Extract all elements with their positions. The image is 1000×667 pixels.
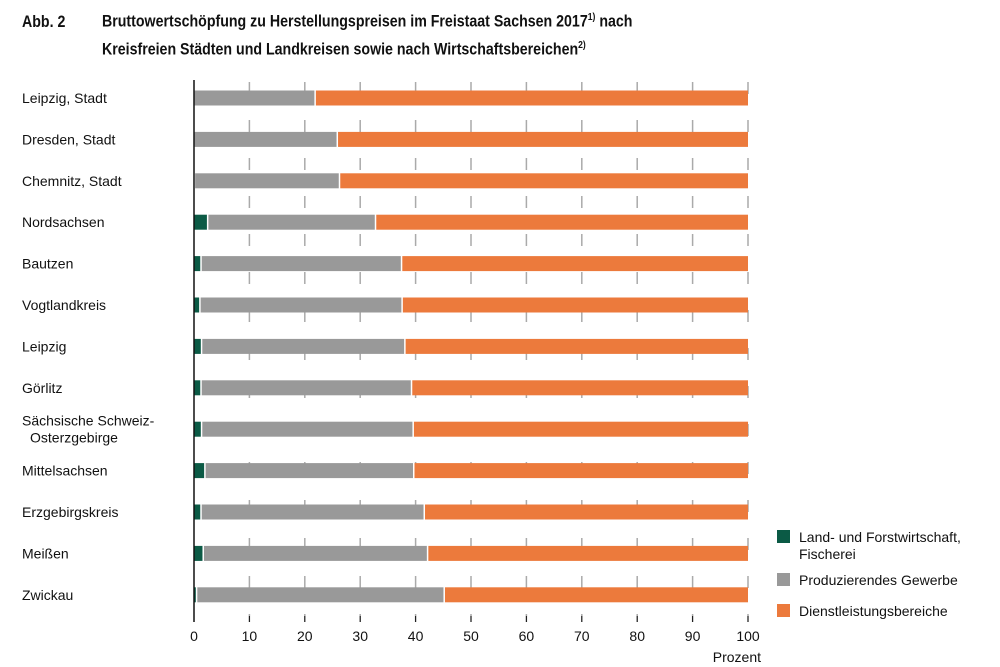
- bar-segment: [194, 90, 315, 106]
- bar-segment: [194, 131, 337, 147]
- bar-segment: [194, 504, 201, 520]
- x-tick-label: 40: [408, 628, 424, 644]
- x-tick-label: 80: [629, 628, 645, 644]
- bar-segment: [194, 214, 207, 230]
- bar-segment: [200, 297, 402, 313]
- bar-segment: [412, 380, 748, 396]
- legend-swatch: [777, 604, 790, 617]
- bar-segment: [205, 463, 413, 479]
- bar-segment: [402, 297, 748, 313]
- chart-title: Abb. 2 Bruttowertschöpfung zu Herstellung…: [22, 6, 632, 61]
- title-line1: Bruttowertschöpfung zu Herstellungspreis…: [101, 12, 588, 31]
- x-tick-label: 60: [519, 628, 535, 644]
- category-label: Zwickau: [22, 587, 73, 603]
- legend-label: Produzierendes Gewerbe: [799, 572, 958, 588]
- bar-segment: [201, 256, 401, 272]
- bar-segment: [195, 173, 339, 189]
- x-tick-label: 30: [352, 628, 368, 644]
- category-label: Mittelsachsen: [22, 463, 108, 479]
- bar-segment: [194, 380, 201, 396]
- legend-label: Land- und Forstwirtschaft, Fischerei: [799, 529, 961, 562]
- x-tick-label: 70: [574, 628, 590, 644]
- bar-segment: [425, 504, 748, 520]
- bar-segment: [194, 463, 205, 479]
- bar-segment: [194, 297, 200, 313]
- title-line1-end: nach: [595, 12, 633, 31]
- figure-label: Abb. 2: [22, 12, 66, 31]
- bar-segment: [340, 173, 748, 189]
- footnote-2: 2): [578, 39, 586, 51]
- category-label: Erzgebirgskreis: [22, 504, 118, 520]
- bar-segment: [414, 463, 748, 479]
- x-tick-label: 50: [463, 628, 479, 644]
- bar-segment: [405, 338, 748, 354]
- x-tick-label: 90: [685, 628, 701, 644]
- bar-segment: [201, 380, 411, 396]
- category-label: Bautzen: [22, 256, 73, 272]
- bar-segment: [376, 214, 748, 230]
- x-tick-label: 20: [297, 628, 313, 644]
- x-tick-label: 100: [736, 628, 760, 644]
- bar-segment: [208, 214, 375, 230]
- bar-segment: [428, 545, 748, 561]
- bar-segment: [194, 338, 201, 354]
- bar-segment: [315, 90, 748, 106]
- bar-segment: [194, 545, 203, 561]
- category-label: Görlitz: [22, 380, 62, 396]
- legend-label: Dienstleistungsbereiche: [799, 603, 948, 619]
- category-label: Nordsachsen: [22, 214, 105, 230]
- category-label: Leipzig, Stadt: [22, 90, 107, 106]
- bar-segment: [194, 421, 201, 437]
- bar-segment: [201, 504, 424, 520]
- bar-segment: [444, 587, 748, 603]
- bar-segment: [194, 256, 201, 272]
- bar-segment: [194, 587, 196, 603]
- bar-segment: [402, 256, 748, 272]
- category-label: Leipzig: [22, 338, 66, 354]
- footnote-1: 1): [587, 12, 596, 23]
- x-tick-label: 10: [242, 628, 258, 644]
- category-label: Vogtlandkreis: [22, 297, 106, 313]
- bar-segment: [197, 587, 444, 603]
- bar-segment: [203, 545, 427, 561]
- x-axis-label: Prozent: [713, 649, 761, 665]
- category-label: Sächsische Schweiz-Osterzgebirge: [22, 413, 155, 446]
- bar-segment: [202, 338, 405, 354]
- x-tick-label: 0: [190, 628, 198, 644]
- category-label: Chemnitz, Stadt: [22, 173, 122, 189]
- title-line2: Kreisfreien Städten und Landkreisen sowi…: [101, 40, 579, 58]
- category-label: Dresden, Stadt: [22, 131, 115, 147]
- bar-segment: [338, 131, 748, 147]
- bar-segment: [413, 421, 748, 437]
- bar-segment: [202, 421, 413, 437]
- legend-swatch: [777, 530, 790, 543]
- category-label: Meißen: [22, 545, 69, 561]
- legend-swatch: [777, 573, 790, 586]
